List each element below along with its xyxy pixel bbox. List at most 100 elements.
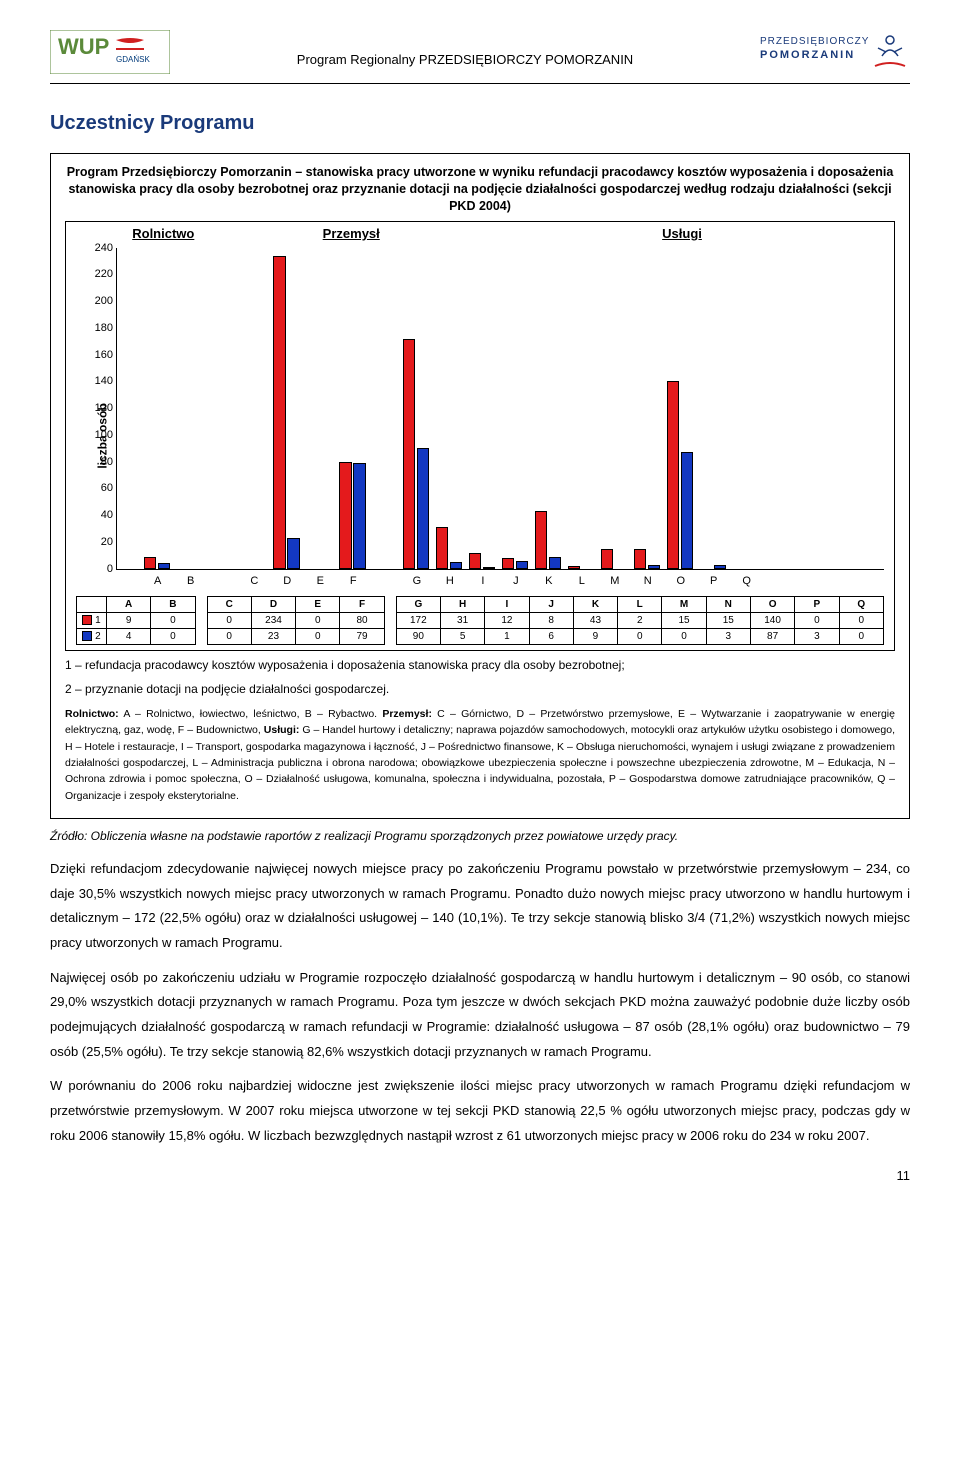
table-cell: 0 [839,612,884,628]
table-cell: 43 [573,612,617,628]
table-cell: 0 [207,612,251,628]
table-cell: 8 [529,612,573,628]
y-tick: 100 [81,429,113,441]
table-col-header: L [618,596,662,612]
x-category-label: N [634,575,662,587]
table-cell: 9 [573,628,617,644]
chart-footnote-1: 1 – refundacja pracodawcy kosztów wyposa… [65,657,895,674]
x-category-label: A [144,575,172,587]
table-cell: 15 [662,612,706,628]
table-col-header: O [750,596,794,612]
logo-left-bottom-text: GDAŃSK [116,55,150,64]
table-cell: 3 [706,628,750,644]
y-tick: 20 [81,536,113,548]
table-col-header: J [529,596,573,612]
bar-series2 [158,563,170,568]
bar-series1 [601,549,613,569]
table-col-header: K [573,596,617,612]
y-tick: 240 [81,242,113,254]
y-tick: 120 [81,402,113,414]
logo-right-bottom-text: POMORZANIN [760,49,855,61]
table-cell: 4 [107,628,151,644]
table-col-header: A [107,596,151,612]
bar-series1 [339,462,351,569]
x-category-label: K [535,575,563,587]
table-cell: 0 [795,612,839,628]
table-cell: 2 [618,612,662,628]
bar-series2 [714,565,726,569]
table-cell: 0 [296,612,340,628]
y-tick: 140 [81,375,113,387]
bar-series2 [681,452,693,568]
bar-series2 [417,448,429,568]
table-cell: 79 [340,628,384,644]
x-category-label: E [306,575,334,587]
table-cell: 0 [207,628,251,644]
bar-series1 [535,511,547,569]
y-tick: 60 [81,482,113,494]
bar-series1 [568,566,580,569]
frame-title: Program Przedsiębiorczy Pomorzanin – sta… [65,164,895,215]
table-col-header: M [662,596,706,612]
bar-chart: RolnictwoPrzemysłUsługi liczba osób 0204… [65,221,895,651]
x-category-label: J [502,575,530,587]
table-cell: 3 [795,628,839,644]
bar-series2 [450,562,462,569]
table-col-header: P [795,596,839,612]
bar-series1 [634,549,646,569]
bar-series1 [502,558,514,569]
body-paragraph: Dzięki refundacjom zdecydowanie najwięce… [50,857,910,956]
bar-series1 [273,256,285,569]
table-cell: 172 [396,612,440,628]
table-col-header: C [207,596,251,612]
table-cell: 31 [440,612,484,628]
bar-series1 [144,557,156,569]
x-category-label: F [339,575,367,587]
logo-left-top-text: WUP [58,34,109,59]
x-category-label: P [700,575,728,587]
bar-series2 [353,463,365,569]
table-cell: 0 [618,628,662,644]
y-tick: 220 [81,268,113,280]
x-category-label: B [177,575,205,587]
bar-series2 [648,565,660,569]
table-cell: 23 [251,628,295,644]
table-row-header: 1 [77,612,107,628]
source-note: Źródło: Obliczenia własne na podstawie r… [50,829,910,843]
table-cell: 5 [440,628,484,644]
table-cell: 15 [706,612,750,628]
page-header: WUP GDAŃSK Program Regionalny PRZEDSIĘBI… [50,30,910,77]
table-col-header: E [296,596,340,612]
logo-wup: WUP GDAŃSK [50,30,180,74]
table-col-header: G [396,596,440,612]
chart-data-table: ABCDEFGHIJKLMNOPQ 1900234080172311284321… [76,596,884,646]
table-cell: 0 [839,628,884,644]
table-cell: 87 [750,628,794,644]
logo-pomorzanin: PRZEDSIĘBIORCZY POMORZANIN [750,30,910,77]
section-title: Uczestnicy Programu [50,112,910,135]
body-paragraph: Najwięcej osób po zakończeniu udziału w … [50,966,910,1065]
table-col-header: H [440,596,484,612]
table-col-header: Q [839,596,884,612]
x-category-label: H [436,575,464,587]
chart-group-label: Rolnictwo [132,226,194,241]
table-col-header: D [251,596,295,612]
bar-series2 [483,567,495,569]
y-tick: 180 [81,322,113,334]
table-cell: 9 [107,612,151,628]
x-category-label: L [568,575,596,587]
chart-group-label: Przemysł [323,226,380,241]
x-category-label: D [273,575,301,587]
table-cell: 1 [485,628,529,644]
bar-series1 [667,381,679,568]
table-col-header: I [485,596,529,612]
table-cell: 12 [485,612,529,628]
bar-series2 [516,561,528,569]
table-cell: 0 [662,628,706,644]
table-col-header: N [706,596,750,612]
y-tick: 0 [81,563,113,575]
chart-frame: Program Przedsiębiorczy Pomorzanin – sta… [50,153,910,819]
y-tick: 200 [81,295,113,307]
body-paragraph: W porównaniu do 2006 roku najbardziej wi… [50,1074,910,1148]
x-category-label: C [240,575,268,587]
